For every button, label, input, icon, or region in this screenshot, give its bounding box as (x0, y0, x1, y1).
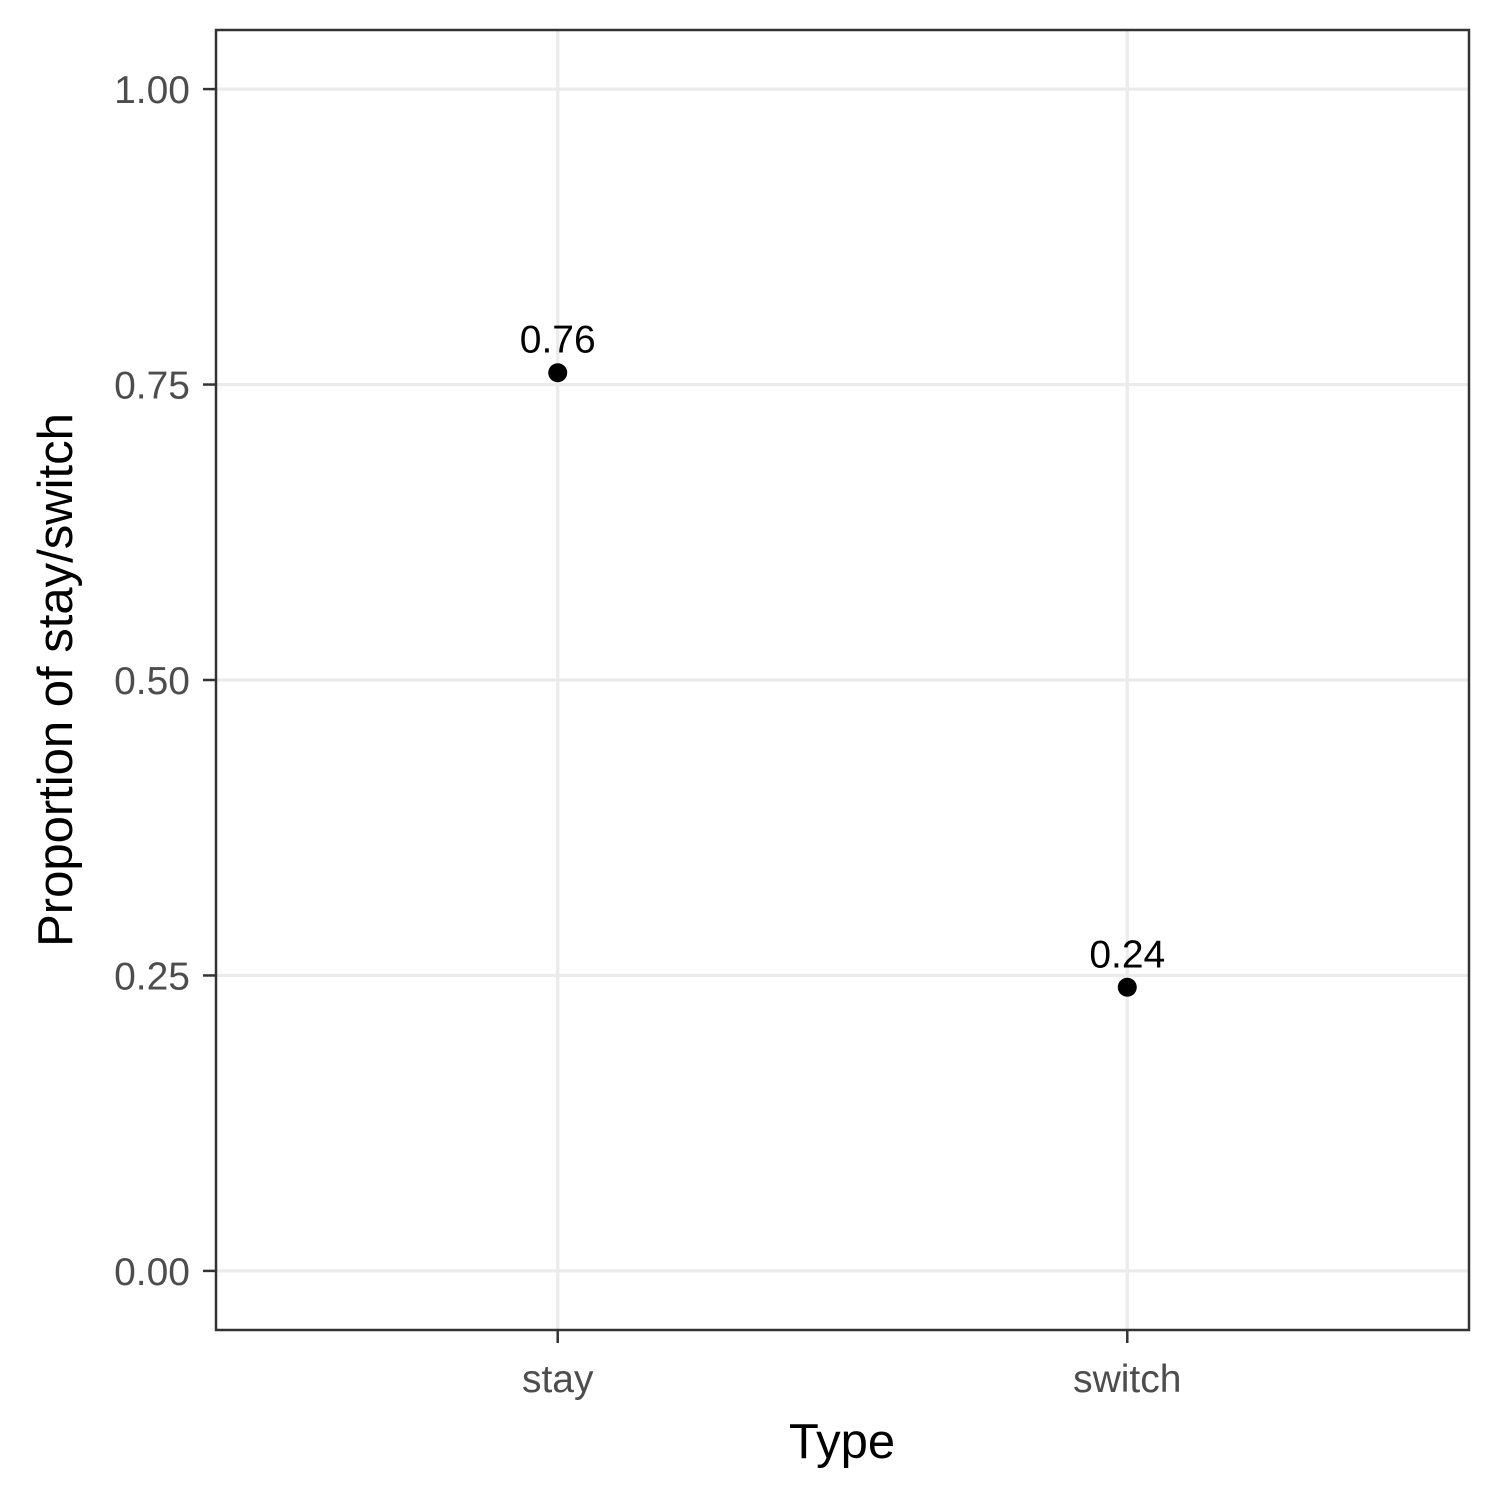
y-tick-label: 0.75 (114, 365, 190, 408)
data-labels: 0.76 0.24 (520, 319, 1165, 977)
x-axis-ticks: stay switch (522, 1330, 1181, 1401)
x-gridlines (556, 30, 1129, 1330)
x-tick-label-stay: stay (522, 1358, 594, 1401)
x-axis-title: Type (789, 1415, 895, 1469)
x-tick-label-switch: switch (1073, 1358, 1181, 1401)
y-tick-label: 1.00 (114, 69, 190, 112)
y-tick-label: 0.50 (114, 660, 190, 703)
y-axis-title: Proportion of stay/switch (29, 413, 83, 947)
y-tick-label: 0.00 (114, 1251, 190, 1294)
data-points (548, 363, 1137, 997)
y-axis-ticks: 0.00 0.25 0.50 0.75 1.00 (114, 69, 216, 1294)
data-label-stay: 0.76 (520, 319, 596, 362)
data-label-switch: 0.24 (1089, 933, 1165, 976)
y-tick-label: 0.25 (114, 955, 190, 998)
y-gridlines (216, 87, 1469, 1273)
data-point-stay (548, 363, 568, 383)
data-point-switch (1117, 977, 1137, 997)
